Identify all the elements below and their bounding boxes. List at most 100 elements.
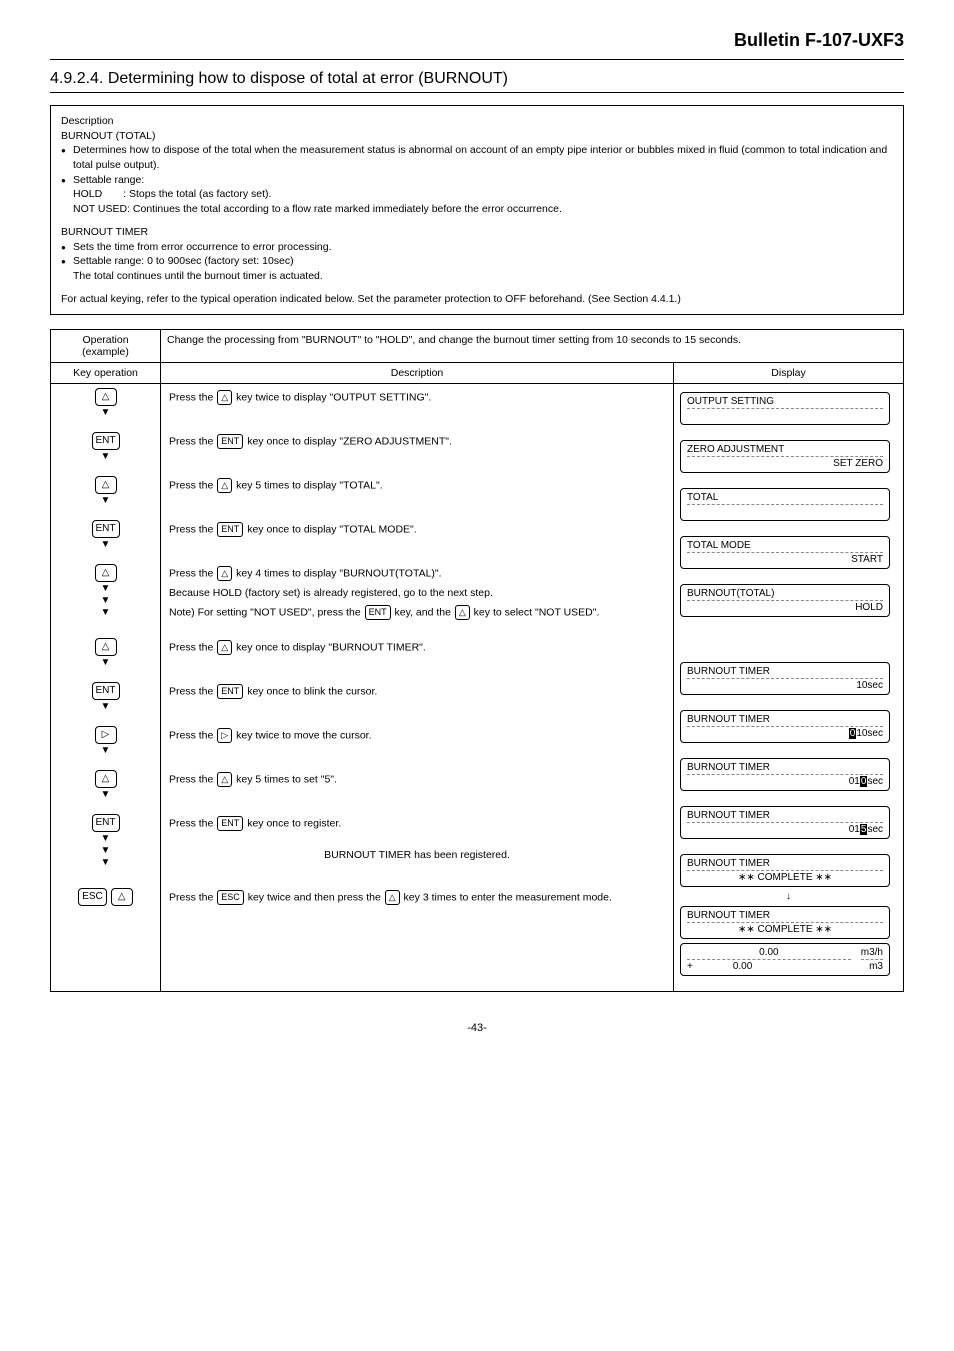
key-stack: ENT▼ — [57, 682, 154, 726]
burnout-timer-title: BURNOUT TIMER — [61, 225, 893, 240]
△-key-inline: △ — [455, 605, 470, 620]
down-arrow-icon: ▼ — [101, 584, 111, 594]
description-line: Press the △ key 5 times to display "TOTA… — [169, 478, 665, 522]
burnout-timer-bullets: Sets the time from error occurrence to e… — [61, 240, 893, 269]
key-stack: △▼ — [57, 476, 154, 520]
burnout-timer-tail: The total continues until the burnout ti… — [61, 269, 893, 284]
op-header-l2: (example) — [57, 346, 154, 358]
△-key: △ — [95, 388, 117, 406]
display-block: 0.00m3/h+ 0.00m3 — [680, 943, 897, 987]
lcd-display: BURNOUT TIMER∗∗ COMPLETE ∗∗ — [680, 854, 890, 887]
key-stack: △▼ — [57, 638, 154, 682]
△-key: △ — [95, 638, 117, 656]
description-line: Press the △ key 5 times to set "5". — [169, 772, 665, 816]
burnout-total-bullets: Determines how to dispose of the total w… — [61, 143, 893, 187]
down-arrow-icon: ▼ — [101, 846, 111, 856]
key-stack: ENT ▼ — [57, 432, 154, 476]
key-stack: ESC△ — [57, 888, 154, 932]
bulletin-title: Bulletin F-107-UXF3 — [50, 30, 904, 51]
△-key-inline: △ — [217, 566, 232, 581]
ent-key-inline: ENT — [217, 434, 243, 449]
△-key: △ — [95, 770, 117, 788]
△-key: △ — [95, 476, 117, 494]
operation-header: Operation (example) — [51, 330, 161, 363]
ent-key: ENT — [92, 432, 120, 450]
ent-key: ENT — [92, 814, 120, 832]
lcd-display: BURNOUT TIMER010sec — [680, 710, 890, 743]
hold-line: HOLD : Stops the total (as factory set). — [61, 187, 893, 202]
section-name: Determining how to dispose of total at e… — [108, 70, 508, 87]
down-arrow-icon: ▼ — [101, 746, 111, 756]
down-arrow-icon: ▼ — [101, 608, 111, 618]
table-subheader-row: Key operation Description Display — [51, 363, 904, 384]
display-block: BURNOUT TIMER∗∗ COMPLETE ∗∗ ↓ BURNOUT TIME… — [680, 854, 897, 939]
lcd-display: BURNOUT TIMER10sec — [680, 662, 890, 695]
operation-table: Operation (example) Change the processin… — [50, 329, 904, 992]
down-arrow-icon: ▼ — [101, 596, 111, 606]
ent-key-inline: ENT — [217, 522, 243, 537]
ent-key-inline: ENT — [217, 816, 243, 831]
key-stack: △ ▼ ▼ ▼ — [57, 564, 154, 638]
description-line: Press the ENT key once to display "ZERO … — [169, 434, 665, 478]
display-block: TOTAL — [680, 488, 897, 532]
down-arrow-icon: ▼ — [101, 702, 111, 712]
description-cell: Press the △ key twice to display "OUTPUT… — [161, 384, 674, 992]
bullet-item: Settable range: 0 to 900sec (factory set… — [61, 254, 893, 269]
burnout-total-title: BURNOUT (TOTAL) — [61, 129, 893, 144]
ent-key-inline: ENT — [365, 605, 391, 620]
description-line: Press the ENT key once to blink the curs… — [169, 684, 665, 728]
description-footer: For actual keying, refer to the typical … — [61, 292, 893, 307]
display-cell: OUTPUT SETTING ZERO ADJUSTMENTSET ZERO TO… — [674, 384, 904, 992]
△-key-inline: △ — [217, 390, 232, 405]
ent-key: ENT — [92, 520, 120, 538]
key-stack: ENT ▼ — [57, 520, 154, 564]
down-arrow-icon: ▼ — [101, 858, 111, 868]
bullet-item: Settable range: — [61, 173, 893, 188]
△-key: △ — [95, 564, 117, 582]
description-line: Press the ESC key twice and then press t… — [169, 890, 665, 934]
key-stack: △▼ — [57, 388, 154, 432]
table-header-row: Operation (example) Change the processin… — [51, 330, 904, 363]
lcd-display: TOTAL MODESTART — [680, 536, 890, 569]
top-rule — [50, 59, 904, 60]
display-block: OUTPUT SETTING — [680, 392, 897, 436]
△-key: △ — [111, 888, 133, 906]
△-key-inline: △ — [217, 772, 232, 787]
key-stack: ▷▼ — [57, 726, 154, 770]
down-arrow-icon: ▼ — [101, 658, 111, 668]
display-header: Display — [674, 363, 904, 384]
lcd-display: ZERO ADJUSTMENTSET ZERO — [680, 440, 890, 473]
lcd-display: BURNOUT TIMER010sec — [680, 758, 890, 791]
description-line: Press the ENT key once to register.BURNO… — [169, 816, 665, 890]
display-block: ZERO ADJUSTMENTSET ZERO — [680, 440, 897, 484]
down-arrow-icon: ▼ — [101, 540, 111, 550]
down-arrow-icon: ▼ — [101, 452, 111, 462]
△-key-inline: △ — [217, 640, 232, 655]
change-text-cell: Change the processing from "BURNOUT" to … — [161, 330, 904, 363]
lcd-display: 0.00m3/h+ 0.00m3 — [680, 943, 890, 976]
key-operation-cell: △▼ENT▼△▼ENT▼△▼▼▼△▼ENT▼▷▼△▼ENT▼▼▼ESC△ — [51, 384, 161, 992]
△-key-inline: △ — [385, 890, 400, 905]
section-title: 4.9.2.4. Determining how to dispose of t… — [50, 70, 904, 88]
lcd-display: TOTAL — [680, 488, 890, 521]
op-header-l1: Operation — [57, 334, 154, 346]
▷-key: ▷ — [95, 726, 117, 744]
notused-line: NOT USED: Continues the total according … — [61, 202, 893, 217]
ent-key-inline: ENT — [217, 684, 243, 699]
bullet-item: Sets the time from error occurrence to e… — [61, 240, 893, 255]
display-block: BURNOUT TIMER010sec — [680, 710, 897, 754]
key-stack: ENT ▼ ▼ ▼ — [57, 814, 154, 888]
lcd-display: BURNOUT TIMER∗∗ COMPLETE ∗∗ — [680, 906, 890, 939]
esc-key: ESC — [78, 888, 107, 906]
down-arrow-icon: ↓ — [680, 891, 897, 902]
△-key-inline: △ — [217, 478, 232, 493]
down-arrow-icon: ▼ — [101, 834, 111, 844]
esc-key-inline: ESC — [217, 890, 244, 905]
display-block: BURNOUT TIMER015sec — [680, 806, 897, 850]
lcd-display: BURNOUT(TOTAL)HOLD — [680, 584, 890, 617]
display-block: BURNOUT(TOTAL)HOLD — [680, 584, 897, 658]
display-block: TOTAL MODESTART — [680, 536, 897, 580]
description-header: Description — [161, 363, 674, 384]
display-block: BURNOUT TIMER10sec — [680, 662, 897, 706]
display-block: BURNOUT TIMER010sec — [680, 758, 897, 802]
